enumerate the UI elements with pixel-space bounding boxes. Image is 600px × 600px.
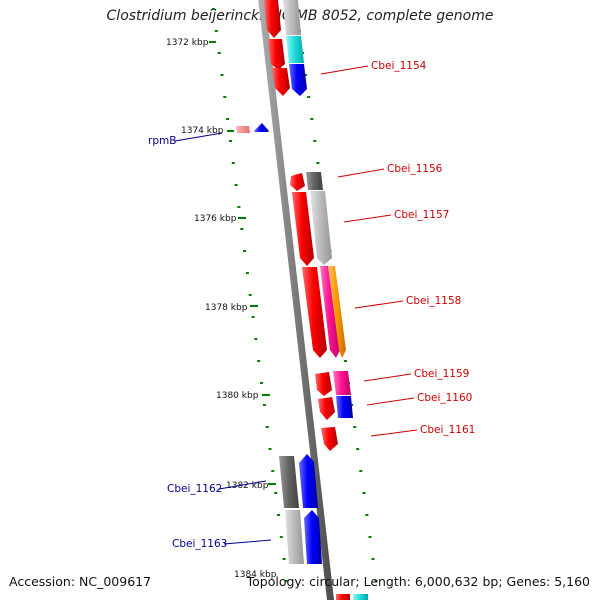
scale-label-1372: 1372 kbp (166, 38, 209, 48)
gene-rpmb-pink[interactable] (236, 126, 250, 133)
gc-tick-inner (231, 162, 235, 164)
gc-tick-inner (220, 74, 224, 76)
gc-tick-outer (344, 360, 347, 362)
gene-rpmb[interactable] (254, 123, 269, 132)
gc-tick-inner (229, 140, 232, 142)
gene-red-bottom[interactable] (336, 594, 350, 600)
gc-tick-inner (217, 52, 221, 54)
gc-tick-inner (240, 228, 244, 230)
label-cbei-1156[interactable]: Cbei_1156 (387, 163, 443, 175)
gene-cbei-1154-cyan[interactable] (286, 36, 304, 63)
gc-tick-outer (374, 580, 378, 582)
gene-red-5[interactable] (292, 192, 314, 266)
gc-tick-inner (254, 338, 258, 340)
gc-tick-inner (279, 536, 283, 538)
gc-tick-inner (243, 250, 247, 252)
gene-cbei-1157[interactable] (310, 191, 332, 265)
gc-tick-inner (260, 382, 263, 384)
gc-tick-outer (353, 426, 357, 428)
gc-tick-outer (310, 118, 314, 120)
gc-tick-outer (307, 96, 311, 98)
gc-tick-inner (285, 580, 289, 582)
gene-cbei-1163-gray[interactable] (285, 510, 304, 564)
map-title: Clostridium beijerinckii NCIMB 8052, com… (106, 8, 494, 24)
gene-gray-top[interactable] (283, 0, 301, 35)
label-cbei-1163[interactable]: Cbei_1163 (172, 538, 227, 550)
gc-tick-inner (214, 30, 218, 32)
gene-cbei-1160[interactable] (336, 396, 353, 418)
gc-tick-inner (257, 360, 261, 362)
gc-tick-inner (262, 404, 266, 406)
gc-tick-inner (248, 294, 252, 296)
gene-red-6[interactable] (302, 267, 327, 358)
label-cbei-1160[interactable]: Cbei_1160 (417, 392, 472, 404)
gc-tick-outer (362, 492, 366, 494)
gc-tick-outer (359, 470, 363, 472)
gene-cyan-bottom[interactable] (353, 594, 368, 600)
scale-label-1384: 1384 kbp (234, 570, 277, 580)
genome-summary-text: Topology: circular; Length: 6,000,632 bp… (246, 574, 590, 589)
gc-tick-outer (316, 162, 320, 164)
gc-tick-inner (223, 96, 227, 98)
label-cbei-1162[interactable]: Cbei_1162 (167, 483, 222, 495)
gc-tick-inner (277, 514, 280, 516)
scale-label-1382: 1382 kbp (226, 481, 269, 491)
gc-tick-outer (365, 514, 369, 516)
label-cbei-1154[interactable]: Cbei_1154 (371, 60, 427, 72)
gc-tick-inner (212, 8, 215, 10)
gc-tick-inner (234, 184, 238, 186)
gene-cbei-1161[interactable] (321, 427, 338, 451)
gene-red-7[interactable] (315, 372, 332, 396)
gc-tick-inner (245, 272, 249, 274)
gc-tick-outer (371, 558, 375, 560)
gc-tick-outer (356, 448, 360, 450)
gene-cbei-1163[interactable] (304, 510, 322, 564)
accession-text: Accession: NC_009617 (9, 574, 152, 589)
label-cbei-1159[interactable]: Cbei_1159 (414, 368, 469, 380)
reverse-genes (236, 123, 322, 564)
genome-backbone (258, 0, 334, 600)
gene-cbei-1162[interactable] (299, 454, 318, 508)
scale-ticks (209, 41, 276, 485)
gc-tick-outer (304, 74, 308, 76)
gc-tick-outer (368, 536, 372, 538)
scale-label-1378: 1378 kbp (205, 303, 248, 313)
gene-red-4[interactable] (290, 173, 305, 191)
gene-red-8[interactable] (318, 397, 335, 420)
gc-tick-inner (226, 118, 230, 120)
gc-tick-outer (313, 140, 317, 142)
label-cbei-1161[interactable]: Cbei_1161 (420, 424, 475, 436)
scale-label-1380: 1380 kbp (216, 391, 259, 401)
gene-red-2[interactable] (268, 39, 285, 70)
label-rpmb[interactable]: rpmB (148, 135, 176, 147)
gc-tick-inner (251, 316, 255, 318)
gc-tick-inner (265, 426, 269, 428)
gc-tick-inner (271, 470, 275, 472)
red-leader-lines (320, 65, 418, 437)
scale-label-1376: 1376 kbp (194, 214, 237, 224)
label-cbei-1157[interactable]: Cbei_1157 (394, 209, 449, 221)
gene-cbei-1159[interactable] (333, 371, 351, 395)
gene-red-3[interactable] (272, 68, 290, 96)
gc-tick-inner (268, 448, 272, 450)
blue-leader-lines (174, 132, 272, 545)
gene-red-1[interactable] (264, 0, 281, 38)
gene-cbei-1154[interactable] (289, 64, 307, 96)
scale-label-1374: 1374 kbp (181, 126, 224, 136)
gc-tick-inner (282, 558, 286, 560)
gc-tick-inner (237, 206, 241, 208)
label-cbei-1158[interactable]: Cbei_1158 (406, 295, 461, 307)
red-genes (264, 0, 338, 451)
gene-cbei-1158-magenta[interactable] (320, 266, 340, 358)
gene-cbei-1158-orange[interactable] (328, 266, 346, 358)
gene-cbei-1156-gray[interactable] (306, 172, 323, 190)
forward-genes (283, 0, 368, 600)
gene-cbei-1162-gray[interactable] (279, 456, 299, 508)
gc-tick-inner (274, 492, 278, 494)
